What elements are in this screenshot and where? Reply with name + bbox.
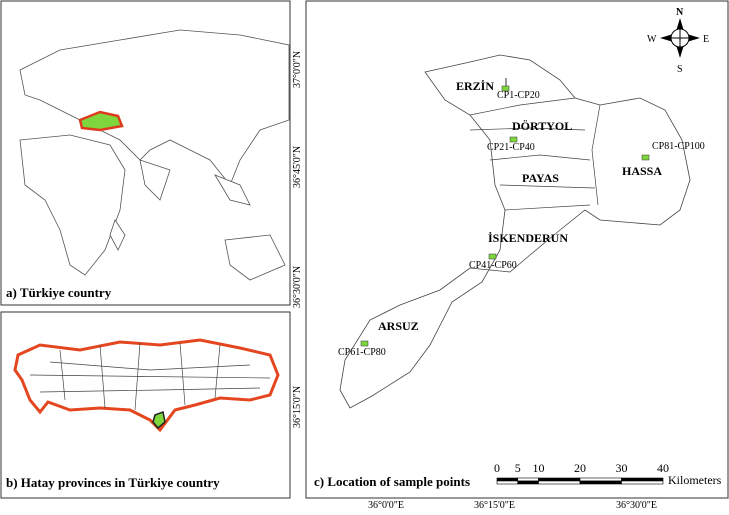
scale-segment (579, 477, 622, 482)
scale-segment (621, 477, 664, 482)
scale-segment (517, 477, 539, 482)
longitude-label: 36°0'0"E (368, 500, 404, 510)
caption: a) Türkiye country (6, 285, 112, 300)
scale-segment (538, 477, 581, 482)
scale-segment (496, 477, 519, 482)
world-map (19, 29, 290, 281)
scale-tick-label: 30 (616, 461, 628, 475)
scale-segment (517, 480, 539, 485)
latitude-label: 36°15'0"N (292, 386, 303, 428)
turkiye-outline (13, 338, 280, 433)
caption: b) Hatay provinces in Türkiye country (6, 475, 220, 490)
hatay-highlight (152, 410, 166, 430)
district-label: DÖRTYOL (512, 119, 572, 133)
latitude-label: 36°45'0"N (292, 146, 303, 188)
scale-tick-label: 10 (533, 461, 545, 475)
caption: c) Location of sample points (314, 474, 470, 489)
sample-flags (360, 78, 650, 347)
scale-segment (538, 480, 581, 485)
scale-segment (579, 480, 622, 485)
sample-label: CP81-CP100 (652, 141, 705, 152)
district-label: ERZİN (456, 79, 494, 93)
latitude-label: 37°0'0"N (292, 51, 303, 88)
district-label: HASSA (622, 164, 662, 178)
caption-bg (3, 472, 248, 492)
compass (660, 18, 700, 58)
sample-label: CP41-CP60 (469, 260, 517, 271)
sample-label: CP1-CP20 (497, 90, 540, 101)
scale-tick-label: 20 (574, 461, 586, 475)
longitude-label: 36°30'0"E (616, 500, 657, 510)
district-label: İSKENDERUN (488, 231, 568, 245)
scale-tick-label: 0 (494, 461, 500, 475)
scale-tick-label: 5 (515, 461, 521, 475)
sample-label: CP61-CP80 (338, 347, 386, 358)
scale-bar: 0 5 10 20 30 40 (494, 461, 669, 485)
district-label: ARSUZ (378, 319, 419, 333)
turkiye-highlight (78, 110, 124, 132)
sample-label: CP21-CP40 (487, 142, 535, 153)
longitude-label: 36°15'0"E (474, 500, 515, 510)
district-label: PAYAS (522, 171, 559, 185)
scale-segment (496, 480, 519, 485)
compass-e: E (703, 34, 709, 45)
scale-tick-label: 40 (657, 461, 669, 475)
compass-n: N (676, 7, 684, 18)
province-borders (29, 342, 271, 411)
compass-w: W (647, 34, 657, 45)
latitude-label: 36°30'0"N (292, 266, 303, 308)
scale-segment (621, 480, 664, 485)
caption-bg (3, 282, 133, 302)
district-borders (469, 97, 601, 211)
scale-unit: Kilometers (668, 473, 722, 487)
compass-s: S (677, 64, 683, 75)
